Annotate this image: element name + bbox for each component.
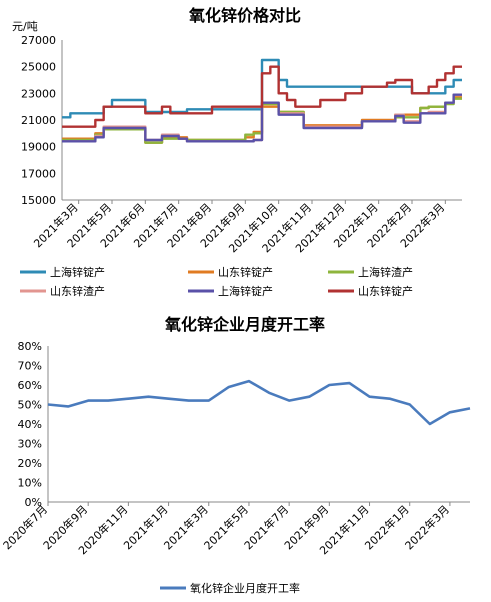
legend: 氧化锌企业月度开工率: [160, 581, 300, 595]
axes: [47, 346, 470, 503]
y-tick-label: 80%: [18, 340, 42, 353]
legend-label: 上海锌锭产: [218, 284, 273, 298]
y-tick-label: 60%: [18, 379, 42, 392]
y-tick-label: 23000: [21, 87, 56, 100]
x-tick-labels: 2020年7月2020年9月2020年11月2021年1月2021年3月2021…: [0, 502, 452, 557]
y-tick-label: 70%: [18, 360, 42, 373]
series-line: [47, 379, 471, 426]
y-tick-labels: 15000 17000 19000 21000 23000 25000 27000: [21, 34, 56, 207]
y-tick-label: 0%: [25, 496, 42, 509]
chart-title: 氧化锌价格对比: [188, 6, 301, 25]
y-tick-labels: 0% 10% 20% 30% 40% 50% 60% 70% 80%: [18, 340, 42, 509]
y-tick-label: 50%: [18, 399, 42, 412]
y-tick-label: 19000: [21, 141, 56, 154]
y-axis-label: 元/吨: [12, 20, 38, 33]
chart-title: 氧化锌企业月度开工率: [164, 315, 325, 334]
series-lines: [47, 379, 471, 426]
y-tick-label: 20%: [18, 457, 42, 470]
y-tick-label: 40%: [18, 418, 42, 431]
legend-label: 上海锌渣产: [358, 265, 413, 279]
axes: [61, 40, 462, 201]
y-tick-label: 10%: [18, 477, 42, 490]
y-tick-label: 27000: [21, 34, 56, 47]
legend-label: 氧化锌企业月度开工率: [190, 581, 300, 595]
series-lines: [62, 58, 462, 144]
y-tick-label: 15000: [21, 194, 56, 207]
legend-label: 山东锌锭产: [218, 265, 273, 279]
legend-label: 上海锌锭产: [50, 265, 105, 279]
x-tick-labels: 2021年3月2021年5月2021年6月2021年7月2021年8月2021年…: [31, 200, 447, 255]
legend-label: 山东锌锭产: [358, 284, 413, 298]
utilization-chart: 氧化锌企业月度开工率 0% 10% 20% 30% 40% 50% 60% 70% 80% 20…: [0, 315, 471, 595]
price-chart: 氧化锌价格对比 元/吨 15000 17000 19000 21000 23000 250…: [12, 6, 462, 298]
y-tick-label: 25000: [21, 61, 56, 74]
y-tick-label: 17000: [21, 167, 56, 180]
series-line: [62, 65, 462, 128]
legend-label: 山东锌渣产: [50, 284, 105, 298]
y-tick-label: 21000: [21, 114, 56, 127]
y-tick-label: 30%: [18, 438, 42, 451]
